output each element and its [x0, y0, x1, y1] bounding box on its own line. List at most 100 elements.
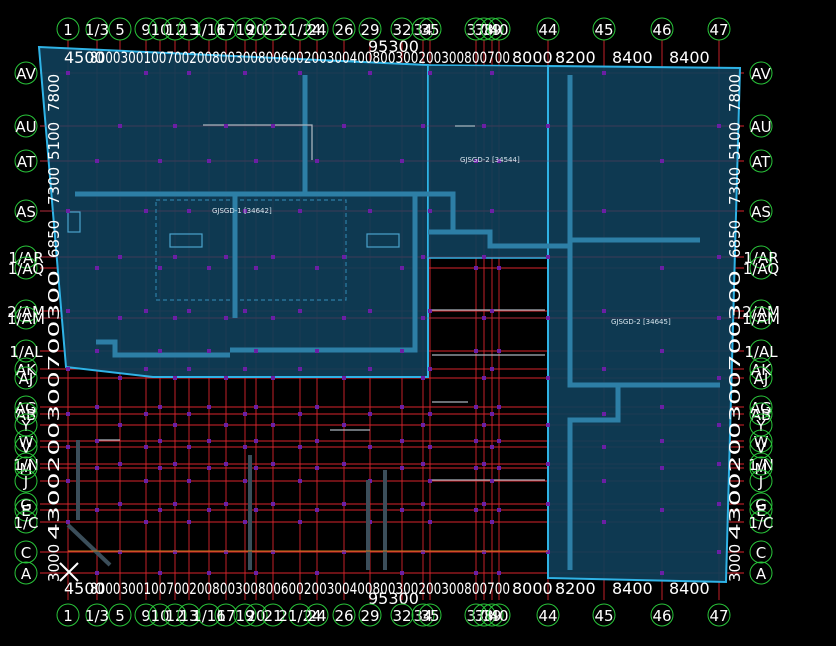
grid-bubble-top-21/24[interactable]: 21/24 [278, 17, 322, 41]
grid-bubble-right-G[interactable]: G [749, 492, 773, 516]
grid-bubble-top-44[interactable]: 44 [536, 17, 560, 41]
grid-bubble-left-1/N[interactable]: 1/N [13, 452, 39, 476]
grid-bubble-right-AJ[interactable]: AJ [749, 366, 773, 390]
grid-bubble-bottom-34[interactable]: 34 [411, 603, 435, 627]
zone-gjsgd-2-east[interactable] [547, 64, 742, 584]
grid-bubble-top-40[interactable]: 40 [487, 17, 511, 41]
equipment-marker [490, 412, 494, 416]
grid-bubble-bottom-37[interactable]: 37 [464, 603, 488, 627]
grid-bubble-bottom-21[interactable]: 21 [261, 603, 285, 627]
grid-bubble-right-AK[interactable]: AK [749, 357, 773, 381]
grid-bubble-right-1/C[interactable]: 1/C [748, 510, 774, 534]
grid-bubble-top-35[interactable]: 35 [418, 17, 442, 41]
space-tag-gjsgd-2-north[interactable]: GJSGD-2 [34544] [460, 156, 520, 164]
equipment-marker [342, 550, 346, 554]
grid-bubble-right-AV[interactable]: AV [749, 61, 773, 85]
grid-bubble-top-24[interactable]: 24 [305, 17, 329, 41]
grid-bubble-right-C[interactable]: C [749, 540, 773, 564]
grid-bubble-left-V[interactable]: V [14, 435, 38, 459]
grid-bubble-right-M[interactable]: M [749, 456, 773, 480]
grid-bubble-top-45[interactable]: 45 [592, 17, 616, 41]
grid-bubble-top-34[interactable]: 34 [411, 17, 435, 41]
grid-bubble-right-AU[interactable]: AU [749, 114, 773, 138]
grid-bubble-bottom-45[interactable]: 45 [592, 603, 616, 627]
grid-bubble-top-46[interactable]: 46 [650, 17, 674, 41]
grid-bubble-top-5[interactable]: 5 [108, 17, 132, 41]
grid-bubble-left-AK[interactable]: AK [14, 357, 38, 381]
grid-bubble-bottom-46[interactable]: 46 [650, 603, 674, 627]
space-tag-gjsgd-2-east[interactable]: GJSGD-2 [34645] [611, 318, 671, 326]
grid-bubble-top-39[interactable]: 39 [480, 17, 504, 41]
grid-bubble-bottom-1[interactable]: 1 [56, 603, 80, 627]
grid-bubble-right-AB[interactable]: AB [749, 402, 773, 426]
grid-bubble-bottom-13[interactable]: 13 [177, 603, 201, 627]
grid-bubble-bottom-35[interactable]: 35 [418, 603, 442, 627]
grid-bubble-top-26[interactable]: 26 [332, 17, 356, 41]
grid-bubble-left-G[interactable]: G [14, 492, 38, 516]
grid-bubble-right-W[interactable]: W [749, 429, 773, 453]
grid-bubble-top-1/3[interactable]: 1/3 [85, 17, 109, 41]
grid-bubble-bottom-21/24[interactable]: 21/24 [278, 603, 322, 627]
grid-bubble-top-9[interactable]: 9 [134, 17, 158, 41]
grid-bubble-right-J[interactable]: J [749, 469, 773, 493]
grid-bubble-bottom-5[interactable]: 5 [108, 603, 132, 627]
grid-bubble-top-17[interactable]: 17 [214, 17, 238, 41]
grid-bubble-top-32[interactable]: 32 [390, 17, 414, 41]
grid-bubble-left-1/AR[interactable]: 1/AR [8, 245, 44, 269]
grid-bubble-right-A[interactable]: A [749, 561, 773, 585]
grid-bubble-top-37[interactable]: 37 [464, 17, 488, 41]
grid-bubble-bottom-17[interactable]: 17 [214, 603, 238, 627]
grid-bubble-right-1/AR[interactable]: 1/AR [743, 245, 779, 269]
grid-bubble-right-1/AQ[interactable]: 1/AQ [743, 256, 779, 280]
grid-bubble-left-C[interactable]: C [14, 540, 38, 564]
grid-bubble-top-1[interactable]: 1 [56, 17, 80, 41]
grid-bubble-right-2/AM[interactable]: 2/AM [742, 299, 780, 323]
grid-bubble-left-2/AM[interactable]: 2/AM [7, 299, 45, 323]
grid-bubble-right-AT[interactable]: AT [749, 149, 773, 173]
space-tag-gjsgd-1[interactable]: GJSGD-1 [34642] [212, 207, 272, 215]
grid-bubble-left-AJ[interactable]: AJ [14, 366, 38, 390]
grid-bubble-top-47[interactable]: 47 [707, 17, 731, 41]
grid-bubble-left-AG[interactable]: AG [14, 395, 38, 419]
grid-bubble-right-1/AM[interactable]: 1/AM [742, 306, 780, 330]
grid-bubble-left-1/C[interactable]: 1/C [13, 510, 39, 534]
grid-bubble-left-AT[interactable]: AT [14, 149, 38, 173]
grid-bubble-bottom-40[interactable]: 40 [487, 603, 511, 627]
grid-bubble-top-29[interactable]: 29 [358, 17, 382, 41]
grid-bubble-top-1/16[interactable]: 1/16 [192, 17, 226, 41]
grid-bubble-bottom-26[interactable]: 26 [332, 603, 356, 627]
grid-bubble-left-1/AL[interactable]: 1/AL [9, 339, 43, 363]
grid-bubble-left-1/AM[interactable]: 1/AM [7, 306, 45, 330]
grid-bubble-right-AG[interactable]: AG [749, 395, 773, 419]
grid-bubble-bottom-1/16[interactable]: 1/16 [192, 603, 226, 627]
grid-bubble-left-AB-label: AB [16, 406, 37, 424]
grid-bubble-bottom-47[interactable]: 47 [707, 603, 731, 627]
grid-bubble-top-20[interactable]: 20 [244, 17, 268, 41]
grid-bubble-right-AS[interactable]: AS [749, 199, 773, 223]
grid-bubble-top-13[interactable]: 13 [177, 17, 201, 41]
grid-bubble-left-AS[interactable]: AS [14, 199, 38, 223]
equipment-marker [95, 439, 99, 443]
grid-bubble-bottom-1/3[interactable]: 1/3 [85, 603, 109, 627]
grid-bubble-left-J[interactable]: J [14, 469, 38, 493]
grid-bubble-left-AU[interactable]: AU [14, 114, 38, 138]
grid-bubble-bottom-29[interactable]: 29 [358, 603, 382, 627]
grid-bubble-bottom-9[interactable]: 9 [134, 603, 158, 627]
grid-bubble-bottom-32[interactable]: 32 [390, 603, 414, 627]
grid-bubble-left-AV[interactable]: AV [14, 61, 38, 85]
grid-bubble-left-M[interactable]: M [14, 456, 38, 480]
grid-bubble-left-1/AQ[interactable]: 1/AQ [8, 256, 44, 280]
grid-bubble-left-AB[interactable]: AB [14, 402, 38, 426]
grid-bubble-right-1/AL[interactable]: 1/AL [744, 339, 778, 363]
grid-bubble-bottom-39[interactable]: 39 [480, 603, 504, 627]
grid-bubble-right-1/N[interactable]: 1/N [748, 452, 774, 476]
grid-bubble-bottom-44[interactable]: 44 [536, 603, 560, 627]
grid-bubble-left-W[interactable]: W [14, 429, 38, 453]
grid-bubble-right-V[interactable]: V [749, 435, 773, 459]
grid-bubble-top-21[interactable]: 21 [261, 17, 285, 41]
grid-bubble-bottom-20[interactable]: 20 [244, 603, 268, 627]
equipment-marker [474, 349, 478, 353]
grid-bubble-left-A[interactable]: A [14, 561, 38, 585]
grid-bubble-bottom-24[interactable]: 24 [305, 603, 329, 627]
